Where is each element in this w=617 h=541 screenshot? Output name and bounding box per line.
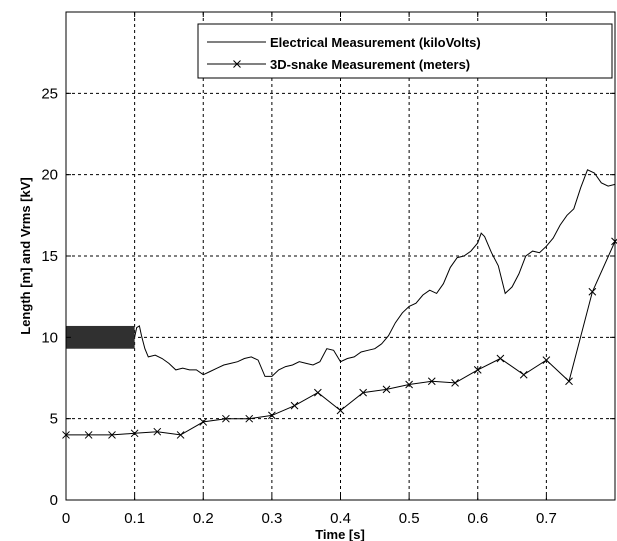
data-point-marker bbox=[245, 414, 254, 423]
axis-ticks: 0 0.1 0.2 0.3 0.4 0.5 0.6 0.7 0 5 10 15 20 25 bbox=[41, 12, 615, 527]
data-point-marker bbox=[176, 431, 185, 439]
data-point-marker bbox=[314, 388, 322, 397]
data-point-marker bbox=[519, 370, 528, 379]
legend-box bbox=[197, 23, 613, 79]
data-point-marker bbox=[336, 406, 345, 415]
x-tick-label: 0 bbox=[62, 510, 70, 527]
x-tick-label: 0.3 bbox=[261, 510, 282, 527]
legend-marker-snake bbox=[233, 60, 241, 68]
data-point-marker bbox=[290, 401, 299, 410]
data-point-marker bbox=[496, 354, 505, 363]
data-point-marker bbox=[268, 411, 276, 420]
data-point-marker bbox=[199, 418, 208, 426]
data-point-marker bbox=[382, 385, 391, 394]
legend: Electrical Measurement (kiloVolts) 3D-sn… bbox=[197, 23, 613, 79]
y-tick-label: 25 bbox=[41, 85, 58, 102]
data-point-marker bbox=[153, 427, 162, 436]
legend-label-snake: 3D-snake Measurement (meters) bbox=[270, 57, 470, 72]
grid-lines bbox=[66, 12, 615, 500]
data-point-marker bbox=[84, 431, 93, 439]
annotations bbox=[66, 325, 135, 349]
data-point-marker bbox=[451, 379, 459, 387]
x-axis-label: Time [s] bbox=[315, 527, 365, 541]
x-tick-label: 0.5 bbox=[399, 510, 420, 527]
x-tick-label: 0.4 bbox=[330, 510, 351, 527]
y-tick-label: 15 bbox=[41, 248, 58, 265]
data-point-marker bbox=[405, 380, 413, 389]
y-axis-label: Length [m] and Vrms [kV] bbox=[18, 177, 33, 334]
x-tick-label: 0.1 bbox=[124, 510, 145, 527]
highlight-rectangle bbox=[66, 325, 135, 349]
data-point-marker bbox=[542, 356, 551, 364]
data-point-marker bbox=[359, 388, 367, 397]
y-tick-label: 20 bbox=[41, 167, 58, 184]
x-tick-label: 0.7 bbox=[536, 510, 557, 527]
y-tick-label: 10 bbox=[41, 329, 58, 346]
x-tick-label: 0.6 bbox=[467, 510, 488, 527]
data-point-marker bbox=[427, 377, 436, 386]
data-point-marker bbox=[108, 431, 116, 439]
data-point-marker bbox=[473, 366, 482, 374]
data-point-marker bbox=[130, 429, 139, 438]
data-point-marker bbox=[565, 377, 573, 386]
y-tick-label: 0 bbox=[50, 492, 58, 509]
data-point-marker bbox=[222, 414, 230, 423]
series-line-electrical bbox=[134, 169, 616, 377]
data-point-marker bbox=[588, 287, 597, 296]
y-tick-label: 5 bbox=[50, 411, 58, 428]
data-series bbox=[62, 169, 617, 439]
legend-label-electrical: Electrical Measurement (kiloVolts) bbox=[270, 35, 481, 50]
x-tick-label: 0.2 bbox=[193, 510, 214, 527]
